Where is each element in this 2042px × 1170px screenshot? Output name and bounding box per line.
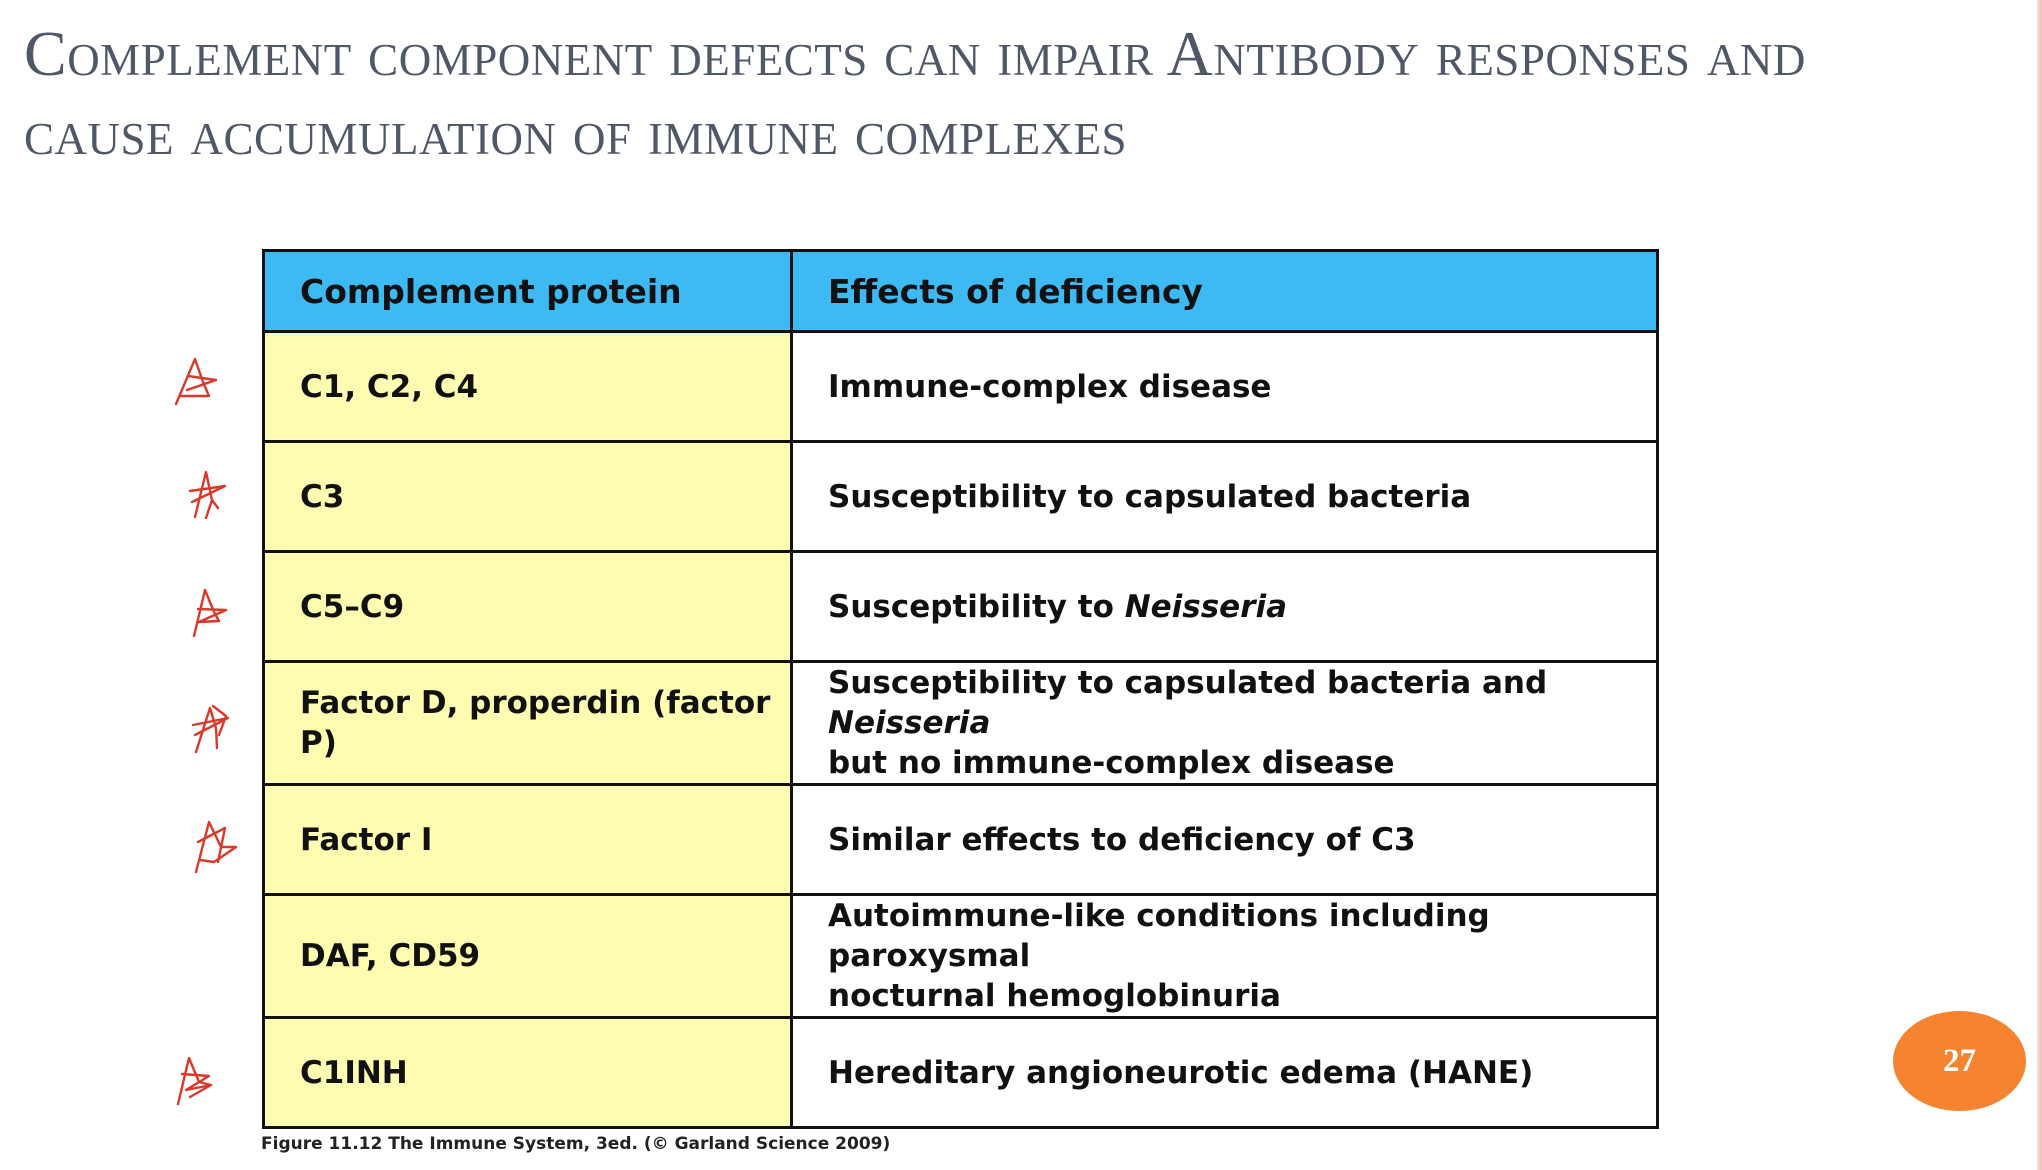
effect-cell: Immune-complex disease [790,330,1659,443]
protein-cell: DAF, CD59 [262,893,793,1019]
table-row: Factor I Similar effects to deficiency o… [262,783,1659,896]
table-row: C3 Susceptibility to capsulated bacteria [262,440,1659,553]
protein-cell: C3 [262,440,793,553]
handwritten-star-mark-icon [194,820,238,874]
figure-caption: Figure 11.12 The Immune System, 3ed. (© … [261,1134,891,1154]
protein-cell: Factor D, properdin (factor P) [262,660,793,786]
effect-cell: Autoimmune-like conditions including par… [790,893,1659,1019]
protein-cell: C1INH [262,1016,793,1129]
effect-cell: Susceptibility to capsulated bacteria [790,440,1659,553]
complement-deficiency-table: Complement protein Effects of deficiency… [262,249,1659,1129]
effect-text: Autoimmune-like conditions including par… [828,898,1490,974]
page-number-badge: 27 [1893,1011,2026,1111]
handwritten-star-mark-icon [176,1056,213,1106]
handwritten-star-mark-icon [188,470,227,520]
handwritten-star-mark-icon [174,357,218,406]
complement-deficiency-table-container: Complement protein Effects of deficiency… [262,249,1659,1129]
effect-cell: Susceptibility to capsulated bacteria an… [790,660,1659,786]
slide-title: Complement component defects can impair … [24,18,1806,168]
effect-cell: Susceptibility to Neisseria [790,550,1659,663]
effect-text-line-2: but no immune-complex disease [828,745,1395,781]
table-header-row: Complement protein Effects of deficiency [262,249,1659,333]
header-complement-protein: Complement protein [262,249,793,333]
header-effects-of-deficiency: Effects of deficiency [790,249,1659,333]
effect-genus-italic: Neisseria [828,705,991,741]
protein-cell: C1, C2, C4 [262,330,793,443]
table-row: Factor D, properdin (factor P) Susceptib… [262,660,1659,786]
effect-text: Susceptibility to [828,588,1125,625]
handwritten-star-mark-icon [192,588,228,638]
effect-cell: Similar effects to deficiency of C3 [790,783,1659,896]
table-row: C1INH Hereditary angioneurotic edema (HA… [262,1016,1659,1129]
table-row: C5–C9 Susceptibility to Neisseria [262,550,1659,663]
protein-cell: C5–C9 [262,550,793,663]
effect-genus-italic: Neisseria [1124,588,1288,625]
slide-edge-accent [2037,0,2042,1170]
effect-cell: Hereditary angioneurotic edema (HANE) [790,1016,1659,1129]
table-row: DAF, CD59 Autoimmune-like conditions inc… [262,893,1659,1019]
effect-text-line-2: nocturnal hemoglobinuria [828,978,1281,1014]
protein-cell: Factor I [262,783,793,896]
effect-text: Susceptibility to capsulated bacteria an… [828,665,1548,701]
handwritten-star-mark-icon [191,704,230,754]
table-row: C1, C2, C4 Immune-complex disease [262,330,1659,443]
handwritten-marks [174,357,238,1106]
